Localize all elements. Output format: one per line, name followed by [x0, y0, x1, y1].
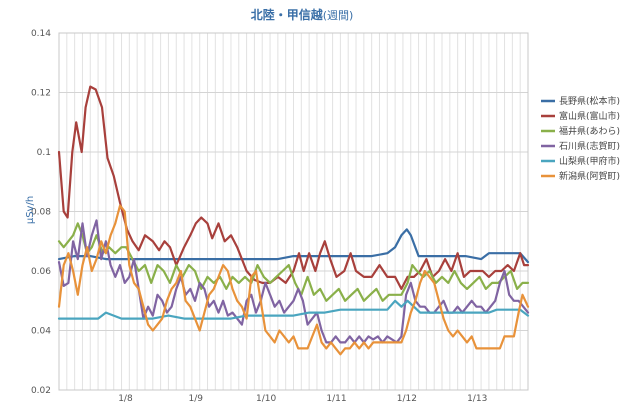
series-line-1 [57, 228, 530, 264]
x-tick-label: 1/11 [326, 394, 346, 402]
x-axis-ticks: 1/8 1/9 1/10 1/11 1/12 1/13 [118, 394, 487, 404]
y-tick-label: 0.02 [31, 386, 51, 396]
series-line-5 [57, 299, 530, 320]
y-tick-label: 0.04 [31, 327, 51, 337]
legend-label: 石川県(志賀町) [559, 140, 620, 152]
x-tick-label: 1/12 [397, 394, 417, 402]
x-tick-label: 1/9 [189, 394, 204, 402]
plot-border [58, 32, 529, 391]
x-tick-label: 1/13 [467, 394, 487, 402]
legend-label: 富山県(富山市) [559, 110, 620, 122]
series-line-3 [57, 222, 530, 302]
x-tick-label: 1/8 [118, 394, 133, 402]
chart-title-sub: (週間) [323, 9, 354, 22]
legend: 長野県(松本市) 富山県(富山市) 福井県(あわら) 石川県(志賀町) 山梨県(甲府市)… [541, 95, 620, 182]
legend-label: 山梨県(甲府市) [559, 155, 620, 167]
grid [58, 32, 529, 391]
y-axis-label: μSv/h [25, 196, 36, 224]
y-tick-label: 0.08 [31, 208, 51, 218]
y-axis-ticks: 0.02 0.04 0.06 0.08 0.1 0.12 0.14 [31, 29, 51, 396]
y-tick-label: 0.1 [37, 148, 51, 158]
chart-title-main: 北陸・甲信越 [251, 7, 324, 22]
legend-label: 新潟県(阿賀町) [559, 170, 620, 182]
legend-label: 福井県(あわら) [559, 125, 620, 137]
series-lines [57, 85, 530, 356]
y-tick-label: 0.14 [31, 29, 51, 39]
y-tick-label: 0.12 [31, 89, 51, 99]
y-tick-label: 0.06 [31, 267, 51, 277]
chart-title: 北陸・甲信越(週間) [251, 7, 354, 22]
series-line-6 [57, 204, 530, 356]
legend-label: 長野県(松本市) [559, 95, 620, 107]
x-tick-label: 1/10 [256, 394, 276, 402]
